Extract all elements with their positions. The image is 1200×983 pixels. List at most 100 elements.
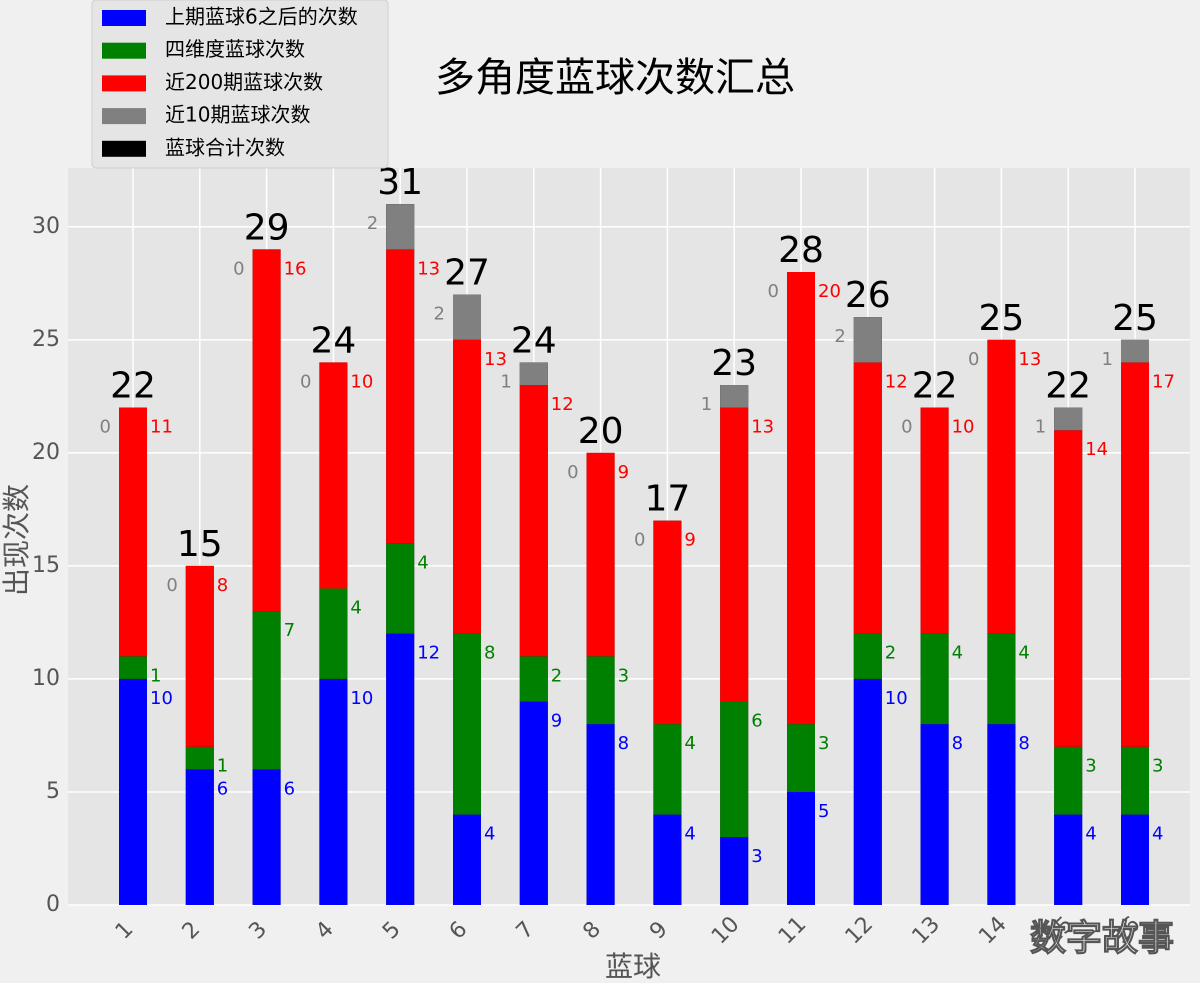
bar-segment xyxy=(920,407,949,634)
total-label: 29 xyxy=(244,207,290,248)
value-label: 0 xyxy=(768,281,779,302)
bar-segment xyxy=(987,633,1016,725)
bar-segment xyxy=(1121,746,1149,815)
value-label: 13 xyxy=(417,258,440,279)
bar-segment xyxy=(252,611,281,770)
total-label: 22 xyxy=(1045,366,1091,407)
legend-label: 近10期蓝球次数 xyxy=(165,103,310,127)
x-tick-label: 8 xyxy=(578,917,606,945)
bar-segment xyxy=(119,656,147,679)
value-label: 2 xyxy=(367,213,378,234)
bar-segment xyxy=(853,362,882,634)
bar-segment xyxy=(720,385,749,408)
bar-segment xyxy=(1054,746,1083,815)
value-label: 0 xyxy=(968,349,979,370)
value-label: 9 xyxy=(618,462,629,483)
bar-segment xyxy=(519,656,548,702)
bar-segment xyxy=(386,204,415,250)
legend-swatch xyxy=(102,42,146,59)
value-label: 16 xyxy=(284,258,307,279)
total-label: 22 xyxy=(110,366,156,407)
y-tick-label: 10 xyxy=(32,666,60,691)
value-label: 12 xyxy=(551,394,574,415)
value-label: 12 xyxy=(885,371,908,392)
total-label: 26 xyxy=(845,275,891,316)
value-label: 12 xyxy=(417,643,440,664)
value-label: 3 xyxy=(1085,756,1096,777)
value-label: 4 xyxy=(417,552,428,573)
bar-segment xyxy=(319,362,348,589)
bar-segment xyxy=(920,633,949,725)
legend-label: 四维度蓝球次数 xyxy=(165,37,305,61)
chart-title: 多角度蓝球次数汇总 xyxy=(435,55,795,101)
bar-segment xyxy=(1054,407,1083,431)
value-label: 2 xyxy=(834,326,845,347)
bar-segment xyxy=(185,746,214,770)
value-label: 8 xyxy=(952,733,963,754)
bar-segment xyxy=(319,588,348,679)
total-label: 27 xyxy=(444,253,490,294)
value-label: 10 xyxy=(350,371,373,392)
value-label: 1 xyxy=(1035,417,1046,438)
bar-segment xyxy=(1054,814,1083,905)
value-label: 8 xyxy=(618,733,629,754)
value-label: 4 xyxy=(952,643,963,664)
y-tick-label: 5 xyxy=(46,779,60,804)
bar-segment xyxy=(453,339,481,634)
bar-segment xyxy=(1121,339,1149,363)
bar-segment xyxy=(252,249,281,612)
value-label: 4 xyxy=(350,597,361,618)
bar-segment xyxy=(386,633,415,905)
bar-segment xyxy=(653,724,682,815)
value-label: 1 xyxy=(701,394,712,415)
total-label: 24 xyxy=(310,320,356,361)
value-label: 8 xyxy=(217,575,228,596)
bar-segment xyxy=(720,407,749,702)
value-label: 13 xyxy=(1018,349,1041,370)
bar-segment xyxy=(319,678,348,905)
bar-segment xyxy=(586,724,615,905)
total-label: 15 xyxy=(177,524,223,565)
bar-segment xyxy=(1121,814,1149,905)
legend-swatch xyxy=(102,10,146,26)
value-label: 14 xyxy=(1085,439,1108,460)
bar-segment xyxy=(987,339,1016,634)
bar-segment xyxy=(787,724,815,792)
value-label: 1 xyxy=(217,756,228,777)
value-label: 3 xyxy=(751,846,762,867)
total-label: 23 xyxy=(711,343,757,384)
value-label: 4 xyxy=(1085,824,1096,845)
x-tick-label: 9 xyxy=(645,917,673,945)
value-label: 11 xyxy=(150,417,173,438)
value-label: 1 xyxy=(150,665,161,686)
bar-segment xyxy=(519,701,548,905)
value-label: 0 xyxy=(100,417,111,438)
value-label: 2 xyxy=(434,304,445,325)
value-label: 3 xyxy=(1152,756,1163,777)
x-tick-label: 6 xyxy=(445,917,473,945)
value-label: 7 xyxy=(284,620,295,641)
x-tick-label: 4 xyxy=(311,917,339,945)
x-axis-label: 蓝球 xyxy=(605,950,661,983)
value-label: 20 xyxy=(818,281,841,302)
value-label: 6 xyxy=(217,778,228,799)
bar-segment xyxy=(519,385,548,657)
bar-segment xyxy=(386,543,415,634)
value-label: 0 xyxy=(567,462,578,483)
bar-segment xyxy=(987,724,1016,905)
value-label: 3 xyxy=(818,733,829,754)
value-label: 4 xyxy=(1152,824,1163,845)
legend-swatch xyxy=(102,75,146,92)
value-label: 10 xyxy=(885,688,908,709)
legend-label: 蓝球合计次数 xyxy=(165,135,285,159)
value-label: 0 xyxy=(634,530,645,551)
bar-segment xyxy=(787,791,815,905)
y-axis-label: 出现次数 xyxy=(0,484,33,596)
bar-segment xyxy=(586,656,615,725)
value-label: 6 xyxy=(751,711,762,732)
bar-segment xyxy=(853,678,882,905)
watermark: 数字故事 xyxy=(1030,918,1174,959)
bar-segment xyxy=(853,633,882,679)
y-tick-label: 30 xyxy=(32,214,60,239)
